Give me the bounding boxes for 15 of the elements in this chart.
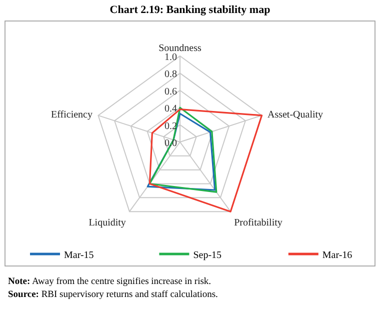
- y-tick-label: 0.6: [164, 86, 177, 98]
- y-tick-label: 0.8: [164, 69, 177, 80]
- spoke-label: Soundness: [158, 43, 202, 54]
- text: Note: Away from the centre signifies increase in risk.: [8, 277, 212, 287]
- legend-label: Mar-15: [64, 250, 94, 261]
- legend-label: Mar-16: [322, 250, 352, 261]
- chart-title: Chart 2.19: Banking stability map: [110, 4, 270, 16]
- y-tick-label: 0.4: [164, 104, 177, 115]
- spoke-label: Efficiency: [51, 110, 93, 121]
- spoke-label: Profitability: [234, 218, 282, 229]
- source-note: Source: RBI supervisory returns and staff calculations.: [8, 290, 218, 300]
- spoke-label: Asset-Quality: [267, 110, 324, 121]
- y-tick-label: 1.0: [164, 52, 177, 63]
- legend-label: Sep-15: [193, 250, 222, 261]
- spoke-label: Liquidity: [88, 218, 126, 229]
